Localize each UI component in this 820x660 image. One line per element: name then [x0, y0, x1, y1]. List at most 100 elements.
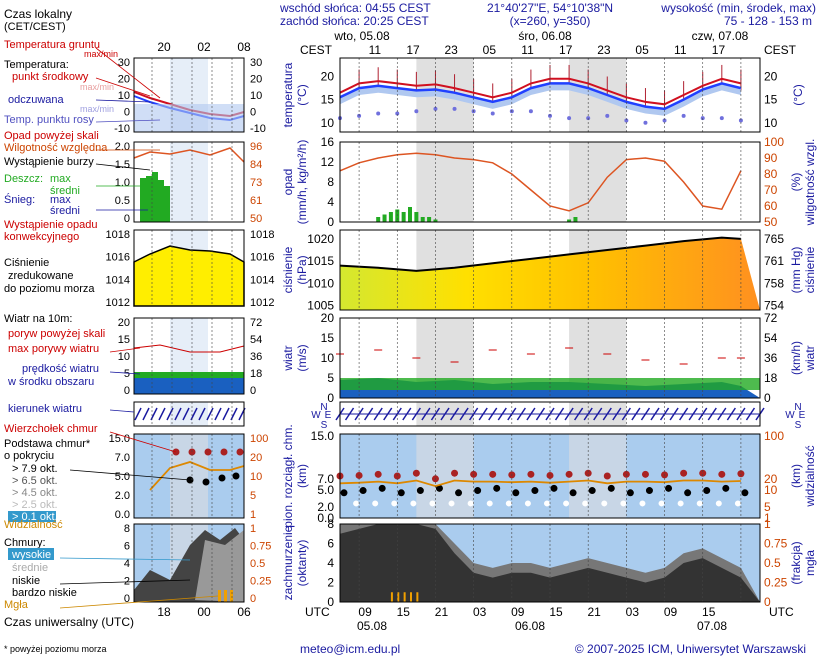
legend-okt-3: > 4.5 okt. — [12, 487, 58, 499]
temp-tick: 15 — [321, 93, 335, 107]
cloud-base-point-low — [601, 500, 608, 507]
legend-okt-2: > 6.5 okt. — [12, 475, 58, 487]
legend-tick: 30 — [118, 57, 130, 69]
legend-leader-line — [109, 431, 177, 453]
legend-tick: 2.0 — [115, 490, 130, 502]
night-band — [416, 434, 474, 518]
panel-border — [339, 401, 761, 427]
legend-fog: Mgła — [4, 599, 29, 611]
legend-base-point — [232, 472, 240, 480]
legend-rain: Deszcz: — [4, 173, 43, 185]
bottom-hour-label: 09 — [664, 605, 678, 619]
night-band — [416, 142, 474, 222]
temp-axis-title: temperatura — [281, 62, 295, 127]
coords-text: 21°40'27"E, 54°10'38"N — [487, 1, 613, 15]
cloud-base-point — [474, 487, 482, 495]
legend-leader-line — [59, 557, 191, 561]
cloud-base-point-low — [639, 500, 646, 507]
cloud-base-point — [703, 487, 711, 495]
cloud-base-point — [512, 489, 520, 497]
legend: Czas lokalny (CET/CEST) 20 02 08 Tempera… — [4, 7, 251, 654]
fog-axis-unit: (frakcja) — [789, 541, 803, 584]
bottom-hour-label: 15 — [397, 605, 411, 619]
wind-axis-unit: (m/s) — [295, 344, 309, 371]
legend-precip-bar — [152, 172, 158, 222]
legend-gust-line — [133, 344, 245, 353]
cb-tick: 15.0 — [311, 429, 335, 443]
legend-tick: 4 — [124, 558, 130, 570]
legend-tick: 1012 — [106, 297, 130, 309]
precip-tick: 12 — [321, 155, 335, 169]
pressure-axis-unit: (hPa) — [295, 255, 309, 284]
legend-wind-arrow — [182, 407, 190, 421]
grid-text: (x=260, y=350) — [510, 14, 591, 28]
legend-wind-arrow — [222, 407, 230, 421]
legend-utc-hour: 18 — [157, 605, 171, 619]
legend-tick-right: 96 — [250, 141, 262, 153]
legend-precip-bar — [146, 176, 152, 222]
pressure-axis-title: ciśnienie — [281, 246, 295, 293]
cloud-base-point-low — [524, 500, 531, 507]
cloud-base-point — [722, 484, 730, 492]
legend-cloud-high: wysokie — [11, 549, 51, 561]
fog-bar — [397, 592, 400, 602]
legend-storm: Wystąpienie burzy — [4, 156, 94, 168]
temp-axis-unit: (°C) — [295, 84, 309, 105]
legend-panel-border — [133, 57, 245, 133]
legend-tick: 8 — [124, 523, 130, 535]
precip-tick: 16 — [321, 135, 335, 149]
dewpoint-point — [376, 111, 381, 116]
humidity-tick: 70 — [764, 183, 778, 197]
legend-wind-dir: kierunek wiatru — [8, 403, 82, 415]
legend-leader-line — [95, 47, 161, 99]
cb-point — [641, 470, 649, 478]
cloud-base-point — [359, 487, 367, 495]
wind-tick-right: 54 — [764, 331, 778, 345]
legend-leader-line — [95, 99, 151, 103]
bottom-hour-label: 03 — [473, 605, 487, 619]
wind-axis-title: wiatr — [281, 345, 295, 371]
clouds-tick: 6 — [327, 537, 334, 551]
legend-cloud-mid: średnie — [12, 562, 48, 574]
legend-cb-point — [204, 448, 212, 456]
legend-tick: -10 — [114, 123, 130, 135]
cloud-base-point-low — [544, 500, 550, 507]
humidity-axis-title: wilgotność wzgl. — [803, 139, 817, 227]
bottom-hour-label: 15 — [702, 605, 716, 619]
dewpoint-point — [681, 113, 686, 118]
legend-tick: 6 — [124, 541, 130, 553]
cloud-base-point — [569, 489, 577, 497]
legend-temp-mid: punkt środkowy — [12, 71, 89, 83]
compass-e: E — [799, 410, 806, 421]
dewpoint-point — [433, 106, 438, 111]
legend-panel-border — [133, 229, 245, 307]
top-hour-label: 23 — [597, 43, 611, 57]
clouds-tick: 0 — [327, 595, 334, 609]
legend-rain-mean: średni — [50, 185, 80, 197]
legend-fog-bar — [224, 590, 227, 602]
legend-tick-right: -10 — [250, 123, 266, 135]
cloud-base-point-low — [582, 500, 589, 507]
cb-point — [374, 470, 382, 478]
legend-tick: 0.0 — [115, 509, 130, 521]
legend-fog-bar — [230, 590, 233, 602]
footer-email[interactable]: meteo@icm.edu.pl — [300, 642, 400, 656]
pressure-tick-right: 761 — [764, 254, 784, 268]
precip-bar — [408, 207, 412, 222]
legend-tick-right: 1014 — [250, 274, 274, 286]
legend-tick-right: 18 — [250, 368, 262, 380]
top-hour-label: 05 — [635, 43, 649, 57]
cloud-base-point — [340, 489, 348, 497]
legend-soil-temp: Temperatura gruntu — [4, 39, 100, 51]
dewpoint-point — [528, 109, 533, 114]
cloud-base-point-low — [505, 500, 512, 507]
legend-tick-right: 0.5 — [250, 558, 265, 570]
fog-axis-title: mgła — [803, 550, 817, 576]
legend-cloud-base2: o pokryciu — [4, 450, 54, 462]
top-hour-label: 05 — [483, 43, 497, 57]
wind-tick-right: 18 — [764, 371, 778, 385]
cest-label-left: CEST — [300, 43, 333, 57]
legend-humidity-line — [133, 147, 245, 163]
day-label: wto, 05.08 — [333, 29, 390, 43]
